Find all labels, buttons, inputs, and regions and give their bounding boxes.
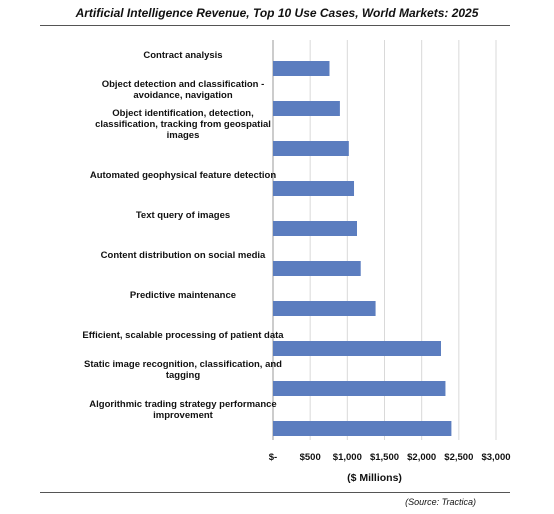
x-tick-label: $1,000 <box>333 452 362 463</box>
bar <box>273 421 452 436</box>
bottom-rule <box>40 492 510 493</box>
category-label: Contract analysis <box>143 50 222 61</box>
bar <box>273 341 441 356</box>
category-label: Efficient, scalable processing of patien… <box>82 330 284 341</box>
x-tick-label: $2,500 <box>444 452 473 463</box>
gridlines <box>272 40 497 440</box>
bar <box>273 301 376 316</box>
bar <box>273 221 357 236</box>
x-tick-label: $1,500 <box>370 452 399 463</box>
category-label: Predictive maintenance <box>130 290 236 301</box>
chart-title: Artificial Intelligence Revenue, Top 10 … <box>75 6 479 20</box>
bar <box>273 61 330 76</box>
top-rule <box>40 25 510 26</box>
category-label: Object identification, detection, classif… <box>95 108 271 141</box>
x-axis-label: ($ Millions) <box>347 472 402 484</box>
bar <box>273 141 349 156</box>
source-note: (Source: Tractica) <box>405 497 476 507</box>
bar <box>273 101 340 116</box>
bar <box>273 261 361 276</box>
category-label: Text query of images <box>136 210 230 221</box>
category-label: Algorithmic trading strategy performance… <box>89 399 276 421</box>
category-label: Content distribution on social media <box>101 250 266 261</box>
category-label: Automated geophysical feature detection <box>90 170 277 181</box>
category-labels: Contract analysis Object detection and cl… <box>82 50 284 421</box>
bar <box>273 181 355 196</box>
x-tick-label: $500 <box>300 452 321 463</box>
category-label: Object detection and classification -avo… <box>102 79 265 101</box>
x-tick-labels: $- $500 $1,000 $1,500 $2,000 $2,500 $3,000 <box>269 452 511 463</box>
bars <box>273 61 452 436</box>
x-tick-label: $3,000 <box>481 452 510 463</box>
x-tick-label: $2,000 <box>407 452 436 463</box>
category-label: Static image recognition, classification… <box>84 359 282 381</box>
bar <box>273 381 446 396</box>
x-tick-label: $- <box>269 452 277 463</box>
